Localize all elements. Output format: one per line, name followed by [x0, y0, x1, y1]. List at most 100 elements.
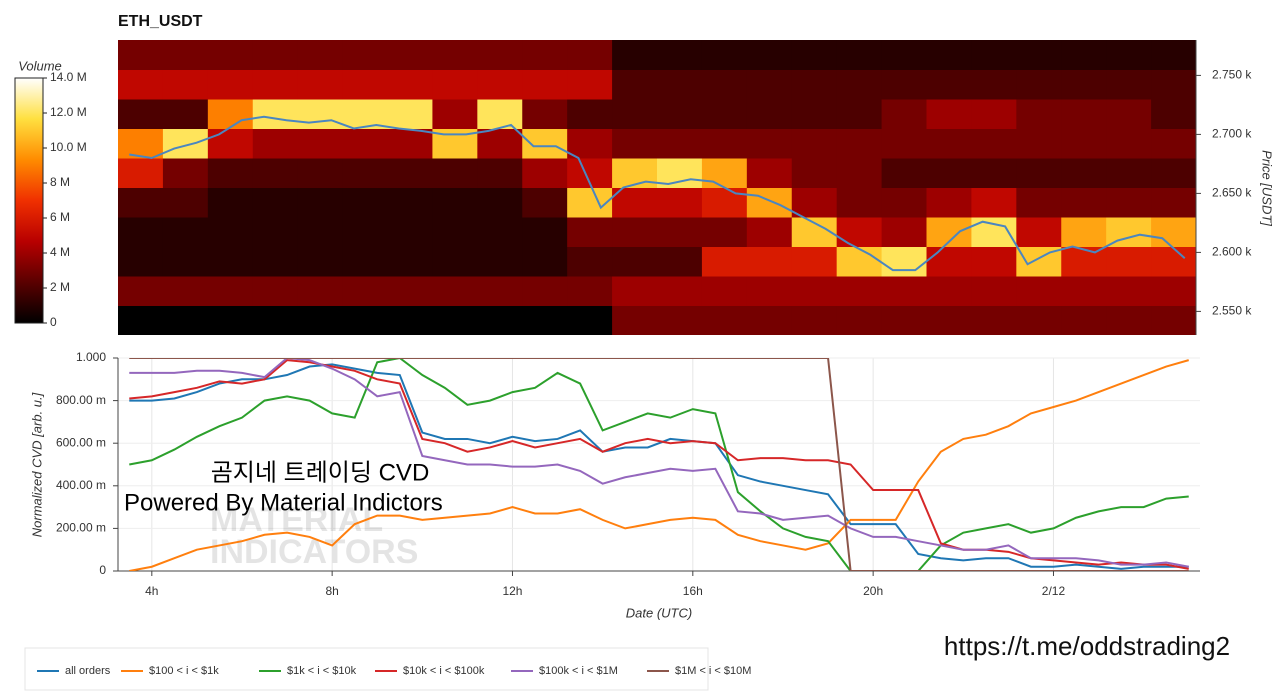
y-tick-label: 600.00 m — [56, 435, 106, 449]
heatmap-cell — [522, 217, 568, 247]
heatmap-cell — [297, 40, 344, 70]
heatmap-cell — [926, 158, 972, 188]
heatmap-cell — [342, 276, 388, 306]
heatmap-cell — [881, 246, 927, 277]
heatmap-cell — [567, 217, 613, 247]
colorbar-tick-label: 2 M — [50, 280, 70, 294]
cvd-line — [129, 359, 1190, 571]
heatmap-cell — [432, 69, 478, 100]
heatmap-cell — [971, 128, 1017, 159]
heatmap-cell — [252, 128, 299, 159]
heatmap-cell — [881, 128, 927, 159]
heatmap-cell — [701, 128, 748, 159]
heatmap-cell — [1061, 128, 1107, 159]
heatmap-cell — [522, 246, 568, 277]
heatmap-cell — [1016, 40, 1062, 70]
heatmap-cell — [342, 217, 388, 247]
heatmap-cell — [657, 217, 703, 247]
heatmap-cell — [477, 99, 523, 129]
heatmap-cell — [387, 128, 433, 159]
heatmap-cell — [162, 69, 209, 100]
heatmap-cell — [701, 99, 748, 129]
heatmap-cell — [567, 246, 613, 277]
watermark: MATERIAL — [210, 501, 383, 539]
heatmap-cell — [297, 158, 344, 188]
heatmap-cell — [252, 187, 299, 218]
heatmap-cell — [387, 305, 433, 335]
heatmap-cell — [881, 40, 927, 70]
heatmap-cell — [477, 217, 523, 247]
lines — [129, 358, 1190, 571]
heatmap-cell — [1016, 305, 1062, 335]
heatmap-cell — [207, 276, 254, 306]
x-tick-label: 8h — [325, 584, 338, 598]
heatmap-cell — [252, 246, 299, 277]
heatmap-cell — [701, 40, 748, 70]
heatmap-cell — [926, 99, 972, 129]
heatmap-cells — [118, 40, 1196, 335]
heatmap-cell — [477, 128, 523, 159]
heatmap-cell — [746, 187, 793, 218]
heatmap-cell — [162, 158, 209, 188]
heatmap-cell — [1106, 246, 1152, 277]
heatmap-cell — [836, 305, 883, 335]
cvd-line — [129, 358, 1189, 568]
heatmap-cell — [612, 187, 658, 218]
heatmap-cell — [971, 217, 1017, 247]
heatmap-cell — [297, 246, 344, 277]
colorbar-tick-label: 6 M — [50, 210, 70, 224]
heatmap-cell — [612, 99, 658, 129]
cvd-line — [129, 363, 1189, 570]
heatmap-cell — [342, 305, 388, 335]
heatmap-cell — [162, 217, 209, 247]
heatmap-cell — [522, 187, 568, 218]
heatmap-cell — [118, 128, 164, 159]
heatmap-cell — [791, 40, 838, 70]
y-tick-label: 2.650 k — [1212, 186, 1252, 200]
heatmap-cell — [612, 69, 658, 100]
heatmap-cell — [477, 276, 523, 306]
heatmap-cell — [1106, 187, 1152, 218]
heatmap-cell — [881, 217, 927, 247]
chart-title: ETH_USDT — [118, 13, 203, 30]
legend-label: $100k < i < $1M — [539, 665, 618, 677]
heatmap-cell — [207, 305, 254, 335]
heatmap-cell — [342, 69, 388, 100]
y-axis-label: Price [USDT] — [1260, 150, 1275, 226]
heatmap-cell — [746, 40, 793, 70]
heatmap-cell — [252, 99, 299, 129]
heatmap-cell — [881, 276, 927, 306]
heatmap-cell — [881, 158, 927, 188]
heatmap-cell — [746, 217, 793, 247]
heatmap-cell — [926, 276, 972, 306]
y-tick-label: 2.550 k — [1212, 304, 1252, 318]
heatmap-cell — [1151, 99, 1196, 129]
x-tick-label: 4h — [145, 584, 158, 598]
heatmap-cell — [522, 276, 568, 306]
heatmap-cell — [162, 40, 209, 70]
heatmap-cell — [701, 276, 748, 306]
heatmap-cell — [881, 69, 927, 100]
heatmap-cell — [1106, 69, 1152, 100]
heatmap-cell — [1016, 128, 1062, 159]
heatmap-cell — [297, 217, 344, 247]
heatmap-cell — [971, 40, 1017, 70]
heatmap-cell — [522, 158, 568, 188]
heatmap-cell — [1016, 99, 1062, 129]
heatmap-cell — [432, 187, 478, 218]
heatmap-cell — [746, 128, 793, 159]
heatmap-cell — [522, 305, 568, 335]
heatmap-cell — [567, 305, 613, 335]
x-tick-label: 12h — [502, 584, 522, 598]
heatmap-cell — [612, 276, 658, 306]
heatmap-cell — [791, 99, 838, 129]
heatmap-cell — [1061, 69, 1107, 100]
heatmap-cell — [432, 40, 478, 70]
heatmap-cell — [701, 305, 748, 335]
colorbar-tick-label: 0 — [50, 315, 57, 329]
heatmap-cell — [387, 187, 433, 218]
heatmap-cell — [657, 40, 703, 70]
heatmap-cell — [881, 187, 927, 218]
heatmap-cell — [342, 158, 388, 188]
heatmap-cell — [252, 69, 299, 100]
